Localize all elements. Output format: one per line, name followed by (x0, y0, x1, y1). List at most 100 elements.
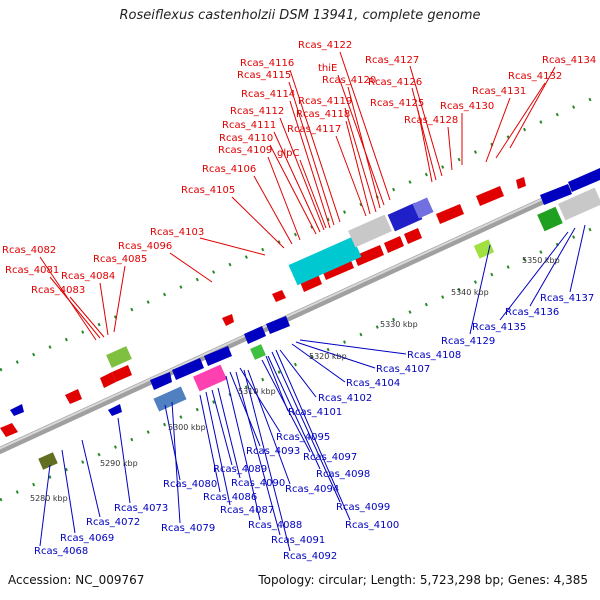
gene-arrow (516, 177, 526, 189)
gene-label[interactable]: Rcas_4094 (285, 484, 339, 495)
gene-label[interactable]: Rcas_4128 (404, 115, 458, 126)
gene-arrow (476, 186, 504, 206)
gene-label[interactable]: Rcas_4131 (472, 86, 526, 97)
gene-label[interactable]: Rcas_4095 (276, 432, 330, 443)
gene-label[interactable]: thiE (318, 63, 337, 74)
gene-label[interactable]: Rcas_4082 (2, 245, 56, 256)
gene-label[interactable]: Rcas_4114 (241, 89, 295, 100)
gene-arrow (354, 245, 384, 266)
forward-gene-track (0, 177, 600, 437)
reverse-gene-labels: Rcas_4137 Rcas_4136 Rcas_4135 Rcas_4129 … (34, 293, 594, 562)
gene-block (473, 239, 495, 259)
coordinate-tick-label: 5330 kbp (380, 320, 418, 329)
gene-label[interactable]: Rcas_4080 (163, 479, 217, 490)
gene-label[interactable]: Rcas_4126 (368, 77, 422, 88)
gene-label[interactable]: Rcas_4098 (316, 469, 370, 480)
gene-arrow (384, 236, 404, 253)
gene-arrow (568, 168, 600, 192)
gene-label[interactable]: Rcas_4135 (472, 322, 526, 333)
accession-label: Accession: NC_009767 (8, 573, 145, 587)
forward-leader-lines (39, 51, 556, 341)
gene-label[interactable]: Rcas_4100 (345, 520, 399, 531)
gene-label[interactable]: Rcas_4097 (303, 452, 357, 463)
gene-label[interactable]: Rcas_4093 (246, 446, 300, 457)
gene-label[interactable]: Rcas_4112 (230, 106, 284, 117)
gene-label[interactable]: Rcas_4125 (370, 98, 424, 109)
gene-label[interactable]: Rcas_4129 (441, 336, 495, 347)
gene-label[interactable]: Rcas_4102 (318, 393, 372, 404)
gene-arrow (172, 358, 204, 380)
gene-label[interactable]: Rcas_4136 (505, 307, 559, 318)
gene-label[interactable]: Rcas_4104 (346, 378, 400, 389)
gene-label[interactable]: Rcas_4118 (296, 109, 350, 120)
gene-label[interactable]: Rcas_4111 (222, 120, 276, 131)
gene-label[interactable]: Rcas_4110 (219, 133, 273, 144)
gene-block (537, 206, 563, 232)
gene-label[interactable]: Rcas_4092 (283, 551, 337, 562)
coordinate-tick-label: 5340 kbp (451, 288, 489, 297)
gene-label[interactable]: Rcas_4079 (161, 523, 215, 534)
gene-label[interactable]: Rcas_4109 (218, 145, 272, 156)
gene-arrow (272, 290, 286, 302)
gene-label[interactable]: Rcas_4069 (60, 533, 114, 544)
gene-label[interactable]: Rcas_4132 (508, 71, 562, 82)
map-title: Roseiflexus castenholzii DSM 13941, comp… (119, 8, 481, 23)
coordinate-tick-label: 5350 kbp (522, 256, 560, 265)
gene-arrow (436, 204, 464, 224)
gene-arrow (112, 365, 132, 382)
gene-block (387, 202, 423, 232)
gene-label[interactable]: Rcas_4117 (287, 124, 341, 135)
topology-label: Topology: circular; Length: 5,723,298 bp… (258, 573, 588, 587)
gene-label[interactable]: Rcas_4081 (5, 265, 59, 276)
gene-label[interactable]: Rcas_4072 (86, 517, 140, 528)
gene-label[interactable]: Rcas_4130 (440, 101, 494, 112)
gene-label[interactable]: Rcas_4108 (407, 350, 461, 361)
gene-arrow (100, 372, 116, 388)
gene-label[interactable]: Rcas_4134 (542, 55, 596, 66)
coordinate-tick-label: 5310 kbp (238, 387, 276, 396)
gene-label[interactable]: Rcas_4099 (336, 502, 390, 513)
gene-label[interactable]: Rcas_4137 (540, 293, 594, 304)
coordinate-ticks: 5280 kbp 5290 kbp 5300 kbp 5310 kbp 5320… (30, 256, 560, 503)
gene-label[interactable]: glpC (277, 148, 299, 159)
gene-arrow (300, 274, 322, 292)
gene-block (558, 187, 600, 221)
gene-label[interactable]: Rcas_4091 (271, 535, 325, 546)
gene-label[interactable]: Rcas_4105 (181, 185, 235, 196)
gene-arrow (65, 389, 82, 404)
gene-block (38, 452, 58, 470)
gene-block (250, 344, 266, 360)
gene-label[interactable]: Rcas_4083 (31, 285, 85, 296)
gene-label[interactable]: Rcas_4127 (365, 55, 419, 66)
gene-label[interactable]: Rcas_4096 (118, 241, 172, 252)
gene-arrow (204, 346, 232, 366)
gene-label[interactable]: Rcas_4090 (231, 478, 285, 489)
gene-label[interactable]: Rcas_4107 (376, 364, 430, 375)
gene-label[interactable]: Rcas_4084 (61, 271, 115, 282)
gene-block (348, 214, 392, 248)
coordinate-tick-label: 5320 kbp (309, 352, 347, 361)
backbone-highlight (0, 171, 600, 450)
reverse-gene-track (10, 168, 600, 470)
gene-arrow (222, 314, 234, 326)
gene-label[interactable]: Rcas_4115 (237, 70, 291, 81)
gene-label[interactable]: Rcas_4119 (298, 96, 352, 107)
coordinate-tick-label: 5300 kbp (168, 423, 206, 432)
gene-label[interactable]: Rcas_4103 (150, 227, 204, 238)
gene-label[interactable]: Rcas_4088 (248, 520, 302, 531)
gene-label[interactable]: Rcas_4122 (298, 40, 352, 51)
gene-label[interactable]: Rcas_4085 (93, 254, 147, 265)
gene-arrow (10, 404, 24, 416)
gene-label[interactable]: Rcas_4087 (220, 505, 274, 516)
gene-block (153, 386, 187, 412)
gene-label[interactable]: Rcas_4106 (202, 164, 256, 175)
gene-label[interactable]: Rcas_4086 (203, 492, 257, 503)
gene-label[interactable]: Rcas_4073 (114, 503, 168, 514)
gene-label[interactable]: Rcas_4089 (213, 464, 267, 475)
gene-arrow (108, 404, 122, 416)
gene-label[interactable]: Rcas_4101 (288, 407, 342, 418)
gene-label[interactable]: Rcas_4116 (240, 58, 294, 69)
gene-arrow (540, 184, 572, 205)
gene-label[interactable]: Rcas_4068 (34, 546, 88, 557)
